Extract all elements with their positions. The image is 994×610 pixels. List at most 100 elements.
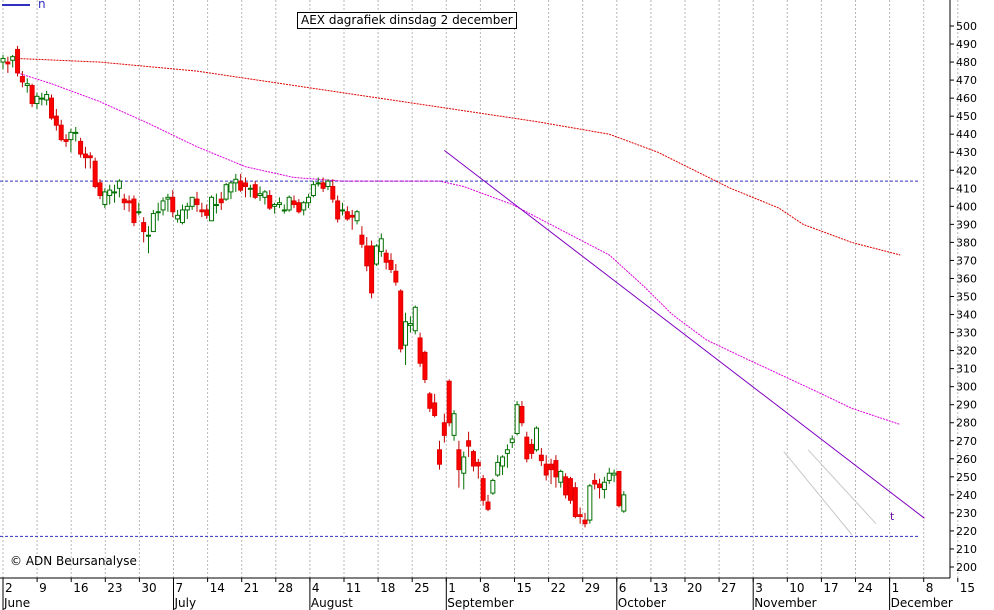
- candle: [53, 108, 59, 131]
- candle-body: [262, 191, 268, 198]
- chart-title: AEX dagrafiek dinsdag 2 december: [297, 12, 517, 29]
- candle: [267, 190, 273, 210]
- moving-average-line: [17, 72, 901, 425]
- candle-body: [291, 200, 297, 206]
- candle: [209, 195, 215, 222]
- candle-body: [223, 184, 229, 200]
- candle-body: [92, 160, 98, 187]
- date-tick-label: 30: [141, 581, 156, 595]
- candle: [92, 157, 98, 189]
- candle-body: [150, 213, 156, 233]
- candle-body: [616, 470, 622, 507]
- date-tick-label: 17: [823, 581, 838, 595]
- candle-body: [199, 209, 205, 213]
- candle: [15, 45, 21, 77]
- candle-body: [398, 290, 404, 350]
- candle-body: [107, 189, 113, 197]
- candle-body: [611, 472, 617, 476]
- candle: [34, 92, 40, 109]
- candle: [335, 195, 341, 223]
- date-tick-label: 9: [39, 581, 47, 595]
- candle-body: [383, 252, 389, 263]
- candle-body: [407, 323, 413, 326]
- candle-body: [160, 200, 166, 211]
- candle: [432, 393, 438, 418]
- candle: [0, 54, 6, 70]
- candle: [475, 458, 481, 479]
- candle: [146, 226, 151, 254]
- candle: [87, 152, 93, 169]
- candle-body: [243, 182, 248, 187]
- candle: [315, 177, 321, 187]
- candle: [107, 184, 113, 205]
- candle: [82, 146, 88, 169]
- candle-body: [538, 454, 544, 462]
- candle-body: [606, 472, 612, 481]
- price-tick-label: 240: [956, 489, 977, 502]
- candle: [291, 195, 297, 209]
- candle-body: [582, 519, 588, 525]
- candle-body: [87, 155, 93, 159]
- price-tick-label: 290: [956, 399, 977, 412]
- candle-body: [39, 97, 45, 100]
- candle-body: [359, 234, 365, 245]
- candle: [407, 316, 413, 333]
- candle: [5, 56, 11, 73]
- candle-body: [301, 202, 307, 211]
- candle-body: [310, 184, 316, 197]
- candle-body: [572, 487, 578, 517]
- candle-body: [78, 140, 84, 155]
- price-tick-label: 300: [956, 381, 977, 394]
- candle: [29, 83, 35, 108]
- candle: [160, 197, 166, 216]
- candle: [306, 193, 312, 209]
- candle-body: [34, 95, 40, 105]
- candle-body: [29, 85, 35, 105]
- candle: [281, 204, 287, 214]
- candle: [73, 126, 79, 142]
- candle-body: [388, 259, 394, 270]
- watermark: © ADN Beursanalyse: [10, 554, 137, 568]
- candle: [373, 244, 379, 266]
- candle: [582, 512, 588, 528]
- candle-body: [126, 200, 132, 204]
- candle: [504, 444, 510, 468]
- candle-body: [102, 191, 108, 206]
- candle-body: [247, 187, 253, 190]
- candle: [383, 249, 389, 270]
- trendline-label: t: [890, 510, 895, 523]
- moving-average-line: [17, 58, 901, 256]
- candle-body: [558, 470, 564, 483]
- candle-body: [136, 211, 142, 214]
- candle: [451, 410, 457, 441]
- price-tick-label: 500: [956, 20, 977, 33]
- candle: [301, 200, 307, 216]
- candle-body: [340, 209, 345, 212]
- month-label: June: [3, 596, 30, 610]
- channel-line: [807, 449, 877, 525]
- candle-body: [44, 94, 50, 101]
- candle-body: [373, 245, 379, 265]
- candle: [398, 289, 404, 353]
- candle: [233, 173, 239, 192]
- price-tick-label: 420: [956, 164, 977, 177]
- month-label: November: [754, 596, 816, 610]
- candle: [320, 177, 326, 192]
- price-tick-label: 350: [956, 290, 977, 303]
- candle-body: [567, 478, 573, 501]
- candle-body: [19, 75, 25, 83]
- candle-body: [276, 202, 282, 206]
- candle: [495, 455, 501, 477]
- date-tick-label: 15: [517, 581, 532, 595]
- horizontal-levels: [0, 180, 920, 537]
- price-tick-label: 250: [956, 471, 977, 484]
- candle-body: [267, 195, 273, 209]
- candle: [490, 478, 496, 495]
- candle-body: [306, 196, 312, 204]
- candle: [543, 455, 549, 481]
- candle-body: [344, 211, 350, 220]
- candle-body: [165, 196, 171, 200]
- candle-body: [456, 449, 462, 471]
- candle-body: [548, 463, 554, 471]
